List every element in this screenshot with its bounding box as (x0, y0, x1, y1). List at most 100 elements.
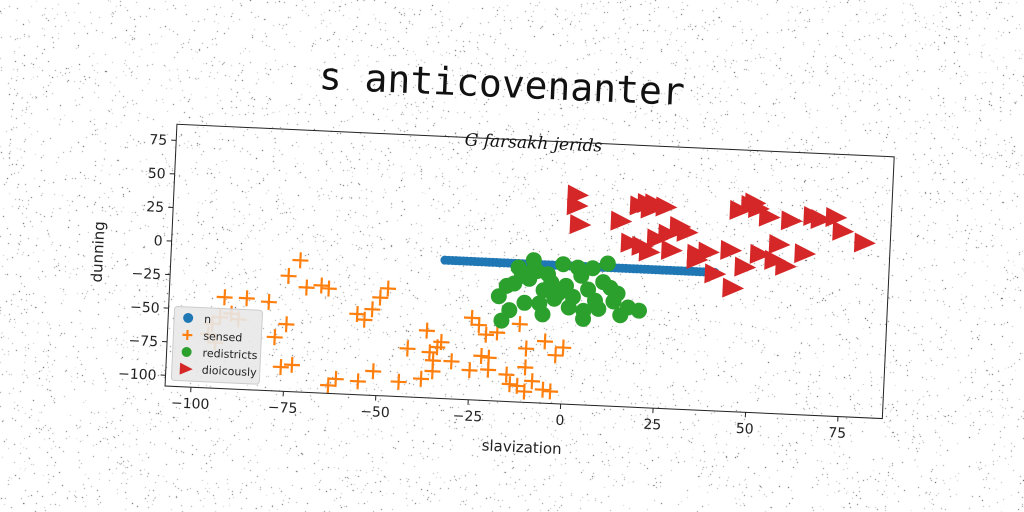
y-tick-label: 50 (147, 166, 166, 183)
data-point-sensed (372, 289, 389, 306)
data-point-sensed (477, 326, 495, 343)
data-point-dioicously (734, 256, 757, 277)
x-tick-label: 0 (555, 413, 565, 429)
data-point-dioicously (686, 249, 709, 270)
y-tick-label: 75 (149, 132, 168, 149)
data-point-sensed (399, 340, 416, 357)
data-point-dioicously (566, 195, 589, 216)
data-point-sensed (536, 333, 554, 350)
data-point-dioicously (569, 214, 592, 235)
y-tick-label: 0 (153, 233, 163, 249)
legend-label: dioicously (202, 364, 258, 379)
data-point-sensed (216, 289, 233, 306)
data-point-redistricts (516, 294, 533, 311)
data-point-dioicously (669, 216, 692, 236)
plot-frame (164, 123, 895, 420)
data-point-dioicously (853, 232, 876, 253)
legend: n sensed redistricts dioicously (170, 305, 263, 385)
data-point-redistricts (612, 307, 629, 324)
data-point-sensed (298, 279, 315, 296)
x-tick-label: 25 (643, 417, 662, 434)
data-point-redistricts (546, 290, 563, 307)
data-point-dioicously (697, 241, 720, 262)
data-point-sensed (272, 359, 289, 376)
data-point-dioicously (794, 243, 817, 264)
data-point-sensed (418, 322, 435, 339)
data-point-sensed (461, 362, 478, 379)
data-point-sensed (555, 339, 572, 356)
y-tick-label: −75 (128, 333, 158, 350)
data-point-dioicously (832, 220, 855, 241)
data-point-redistricts (590, 300, 607, 317)
series-sensed (200, 252, 572, 400)
data-point-sensed (356, 311, 373, 328)
legend-label: sensed (203, 330, 243, 345)
data-point-dioicously (655, 196, 678, 217)
data-point-sensed (320, 377, 337, 394)
data-point-sensed (433, 334, 450, 351)
data-point-dioicously (631, 235, 654, 256)
data-point-dioicously (729, 199, 752, 220)
data-point-dioicously (764, 249, 787, 270)
chart-subtitle: G farsakh jerids (464, 130, 603, 156)
data-point-redistricts (599, 255, 616, 272)
data-point-redistricts (630, 302, 647, 319)
data-point-redistricts (584, 260, 601, 277)
data-point-sensed (292, 252, 309, 269)
data-point-dioicously (722, 277, 745, 298)
data-point-dioicously (748, 198, 770, 219)
series-dioicously (566, 184, 876, 298)
data-point-sensed (380, 280, 397, 297)
data-point-sensed (260, 293, 277, 310)
data-point-redistricts (493, 312, 510, 329)
data-point-sensed (320, 280, 337, 297)
data-point-redistricts (569, 259, 586, 276)
data-marks (200, 184, 876, 400)
data-point-sensed (517, 359, 534, 376)
x-tick-label: 50 (735, 421, 754, 438)
data-point-dioicously (780, 210, 803, 231)
data-point-sensed (424, 363, 441, 380)
data-point-redistricts (555, 256, 572, 273)
data-point-redistricts (605, 293, 622, 310)
data-point-sensed (364, 301, 381, 318)
x-tick-label: 75 (828, 425, 847, 442)
data-point-dioicously (646, 228, 669, 249)
data-point-sensed (238, 290, 255, 307)
legend-label: redistricts (202, 347, 258, 362)
y-tick-label: 25 (146, 199, 165, 216)
legend-marker-dioicously (179, 362, 193, 375)
axis-ticks: −100 −75 −50 −25 0 25 50 75 75 50 25 0 −25 −50 −75 −100 (118, 132, 847, 442)
data-point-sensed (327, 370, 344, 388)
data-point-sensed (280, 267, 297, 284)
data-point-dioicously (749, 243, 772, 264)
data-point-redistricts (525, 252, 542, 269)
data-point-sensed (516, 383, 533, 400)
data-point-sensed (365, 363, 382, 380)
data-point-sensed (278, 316, 295, 333)
data-point-sensed (542, 383, 559, 400)
x-tick-label: −25 (452, 408, 482, 425)
data-point-dioicously (758, 206, 781, 227)
legend-marker-sensed (182, 329, 193, 341)
data-point-dioicously (768, 233, 791, 254)
data-point-dioicously (620, 232, 643, 253)
y-tick-label: −50 (130, 299, 160, 316)
data-point-dioicously (660, 239, 683, 260)
data-point-sensed (480, 349, 497, 366)
data-point-sensed (443, 353, 460, 370)
data-point-sensed (498, 366, 515, 383)
legend-marker-n (183, 312, 194, 323)
data-point-dioicously (720, 239, 743, 260)
data-point-redistricts (521, 265, 538, 282)
data-point-sensed (473, 347, 490, 365)
data-point-sensed (266, 329, 283, 346)
y-tick-label: −25 (131, 266, 161, 283)
data-point-sensed (283, 356, 301, 373)
data-point-redistricts (534, 306, 551, 323)
x-tick-label: −100 (171, 395, 210, 413)
data-point-sensed (518, 340, 535, 357)
data-point-redistricts (540, 266, 557, 283)
series-redistricts (490, 252, 647, 329)
data-point-sensed (390, 373, 407, 390)
